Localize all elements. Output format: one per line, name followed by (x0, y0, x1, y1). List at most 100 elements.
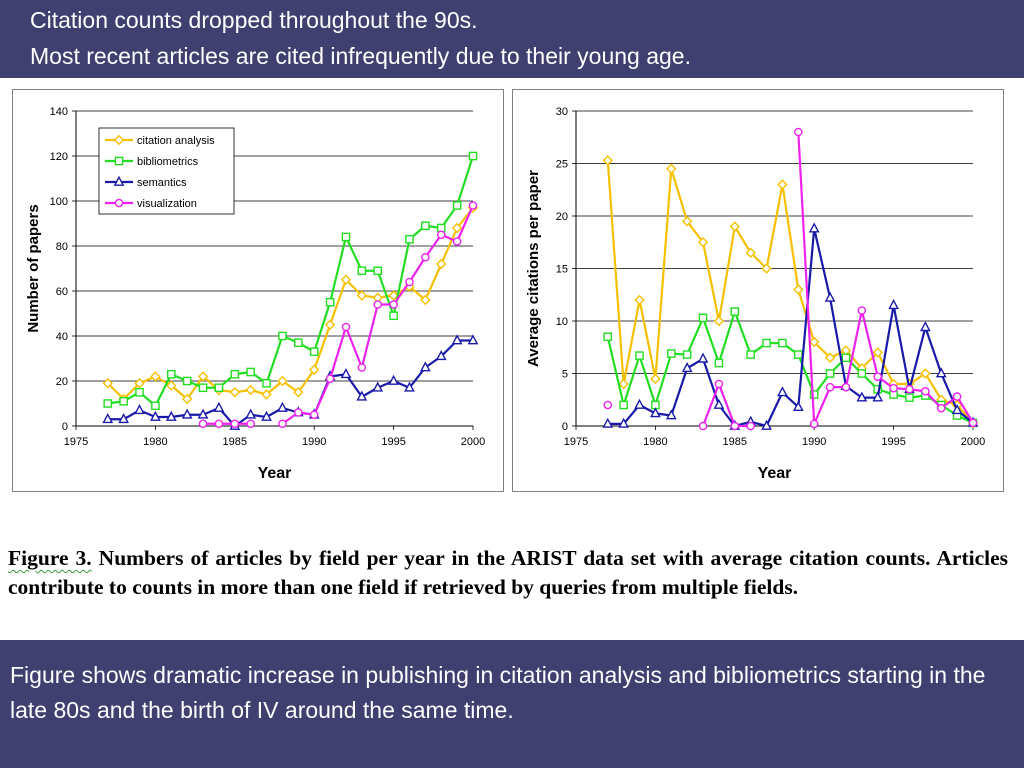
left-chart-semantics-point (435, 350, 447, 361)
left-chart-y-tick-label: 120 (50, 151, 68, 163)
figure-caption-text: Numbers of articles by field per year in… (8, 546, 1009, 599)
left-chart-bibliometrics-point (214, 383, 224, 393)
left-chart-visualization-point (452, 237, 462, 246)
left-chart-bibliometrics-point (452, 201, 462, 210)
right-chart-bibliometrics-point (746, 350, 755, 359)
left-chart-y-tick-label: 60 (56, 286, 68, 298)
left-chart-visualization-point (468, 201, 478, 210)
right-chart-semantics-point (602, 417, 614, 428)
right-chart-x-tick-label: 1985 (723, 436, 747, 448)
right-chart-visualization-point (794, 127, 803, 137)
right-chart-bibliometrics-point (714, 358, 724, 368)
right-chart-bibliometrics-point (682, 350, 692, 359)
left-chart-bibliometrics-point (119, 396, 128, 406)
left-chart-bibliometrics-point (262, 378, 271, 388)
right-chart-citation-analysis-point (824, 352, 836, 363)
right-chart-visualization-line (702, 382, 751, 428)
right-chart-bibliometrics-point (809, 390, 819, 399)
right-chart-citation-analysis-point (920, 368, 931, 379)
right-chart-visualization-point (857, 306, 867, 315)
figure-label: Figure 3. (8, 546, 92, 570)
left-chart-bibliometrics-point (166, 369, 176, 379)
chart-left-frame: 0 20 40 60 80 100 120 140 1975 1980 1985 1990 1995 20… (12, 89, 504, 492)
left-chart-x-tick-label: 1990 (302, 436, 326, 448)
left-chart-visualization-point (341, 322, 351, 332)
left-chart-visualization-point (278, 419, 287, 429)
left-chart-visualization-point (198, 419, 208, 429)
left-chart-semantics-point (165, 410, 177, 421)
right-chart-bibliometrics-point (857, 369, 867, 378)
left-chart-citation-analysis-point (245, 384, 256, 396)
left-chart-visualization-point (294, 408, 303, 417)
citations-per-paper-chart: 0 5 10 15 20 25 30 1975 1980 1985 1990 1995 2000 Year… (525, 106, 985, 482)
right-chart-semantics-point (697, 352, 709, 363)
right-chart-semantics-point (919, 321, 931, 332)
left-chart-semantics-point (451, 334, 463, 345)
right-chart-x-tick-label: 1975 (564, 436, 588, 448)
right-chart-semantics-point (808, 222, 820, 233)
left-chart-bibliometrics-point (325, 297, 335, 307)
left-chart-legend-label-citation-analysis: citation analysis (137, 135, 215, 147)
left-chart-visualization-point (436, 230, 446, 240)
left-chart-semantics-point (118, 413, 130, 424)
right-chart-bibliometrics-point (603, 332, 613, 342)
left-chart-citation-analysis-point (181, 393, 193, 405)
left-chart-legend-swatch-marker (113, 175, 125, 186)
left-chart-x-tick-label: 1975 (64, 436, 88, 448)
left-chart-visualization-point (325, 374, 335, 384)
right-chart-visualization-point (952, 392, 962, 401)
left-chart-citation-analysis-point (134, 378, 145, 389)
left-chart-bibliometrics-point (405, 234, 414, 244)
left-chart-bibliometrics-point (294, 338, 303, 348)
right-chart-visualization-point (730, 421, 740, 431)
left-chart-bibliometrics-point (468, 151, 478, 161)
right-chart-visualization-point (746, 421, 755, 431)
right-chart-bibliometrics-point (825, 369, 835, 378)
right-chart-semantics-point (777, 386, 788, 397)
left-chart-semantics-point (388, 374, 399, 385)
right-chart-semantics-point (951, 404, 963, 415)
right-chart-citation-analysis-point (681, 216, 693, 227)
right-chart-citation-analysis-point (697, 237, 709, 248)
footer-text: Figure shows dramatic increase in publis… (10, 662, 986, 723)
left-chart-bibliometrics-point (278, 331, 287, 341)
right-chart-citation-analysis-point (761, 263, 772, 274)
right-chart-citation-analysis-point (745, 247, 756, 258)
right-chart-y-tick-label: 5 (562, 369, 568, 381)
right-chart-semantics-point (634, 398, 645, 409)
right-chart-citation-analysis-point (809, 336, 820, 348)
left-chart-bibliometrics-point (341, 232, 351, 242)
left-chart-visualization-point (421, 252, 430, 262)
left-chart-citation-analysis-line (106, 207, 474, 401)
left-chart-semantics-point (277, 401, 288, 412)
left-chart-citation-analysis-point (420, 294, 431, 306)
header-line-1: Citation counts dropped throughout the 9… (30, 7, 478, 33)
right-chart-semantics-point (681, 362, 693, 373)
right-chart-visualization-point (873, 372, 883, 381)
left-chart-visualization-point (214, 419, 224, 429)
left-chart-semantics-point (261, 410, 272, 421)
left-chart-semantics-point (134, 404, 145, 415)
left-chart-citation-analysis-point (197, 371, 209, 382)
chart-right-frame: 0 5 10 15 20 25 30 1975 1980 1985 1990 1995 2000 Year… (512, 89, 1004, 492)
left-chart-y-axis-label: Number of papers (25, 204, 42, 332)
left-chart-bibliometrics-point (182, 376, 192, 386)
right-chart-semantics-point (618, 417, 630, 428)
left-chart-y-tick-label: 40 (56, 331, 68, 343)
left-chart-visualization-point (246, 419, 255, 429)
left-chart-semantics-point (181, 408, 193, 419)
left-chart-x-axis-label: Year (258, 465, 292, 482)
right-chart-citation-analysis-point (602, 155, 613, 166)
right-chart-y-tick-label: 0 (562, 421, 568, 433)
left-chart-y-tick-label: 0 (62, 421, 68, 433)
right-chart-semantics-point (824, 291, 836, 302)
right-chart-visualization-point (889, 383, 898, 393)
right-chart-visualization-point (921, 387, 930, 396)
left-chart-citation-analysis-point (166, 380, 177, 391)
left-chart-semantics-point (372, 381, 384, 392)
left-chart-bibliometrics-point (389, 311, 398, 321)
right-chart-bibliometrics-point (905, 393, 914, 402)
right-chart-semantics-point (888, 299, 899, 310)
left-chart-semantics-point (419, 361, 431, 372)
right-chart-semantics-point (935, 367, 947, 378)
